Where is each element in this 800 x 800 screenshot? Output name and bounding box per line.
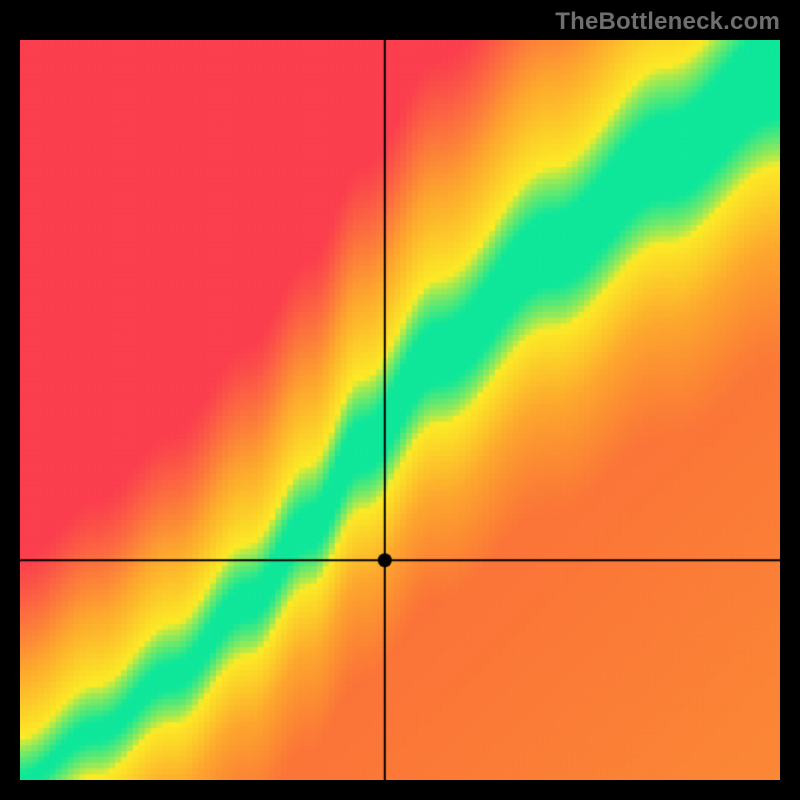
watermark-text: TheBottleneck.com: [555, 8, 780, 36]
chart-container: TheBottleneck.com: [0, 0, 800, 800]
plot-area: [20, 40, 780, 780]
heatmap-canvas: [20, 40, 780, 780]
